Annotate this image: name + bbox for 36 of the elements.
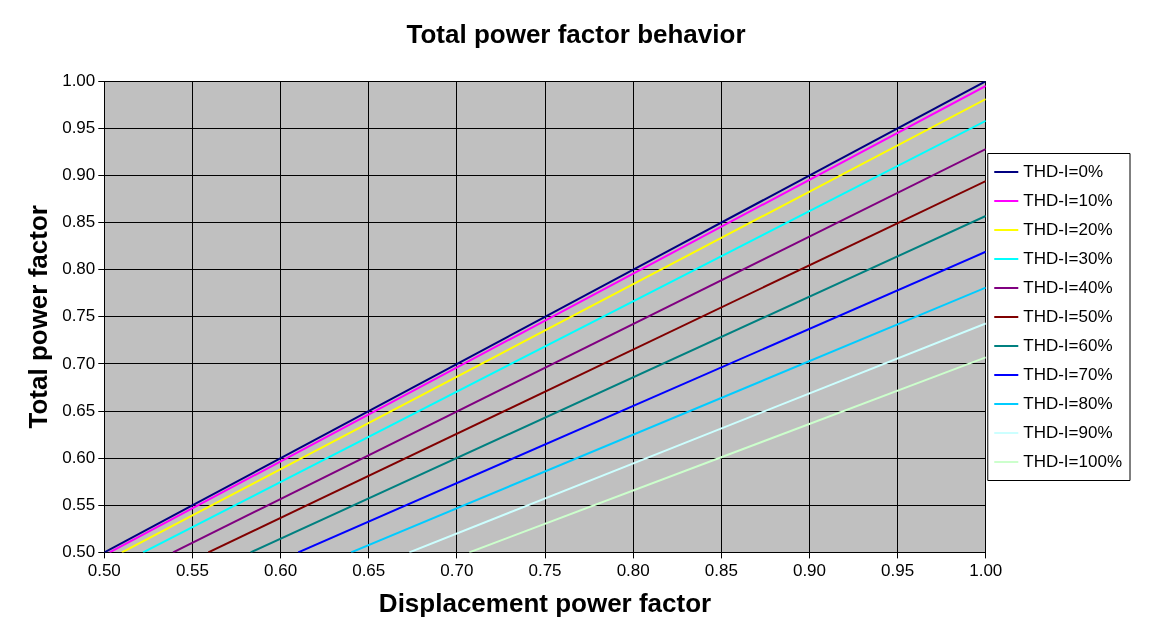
x-tick-label: 0.50 (87, 561, 121, 581)
y-tick-label: 0.90 (62, 165, 96, 185)
y-tick-label: 0.75 (62, 306, 96, 326)
y-tick-label: 0.95 (62, 118, 96, 138)
x-tick-label: 0.85 (704, 561, 738, 581)
y-tick-label: 0.65 (62, 400, 96, 420)
legend-label: THD-I=10% (1023, 190, 1113, 210)
legend-label: THD-I=50% (1023, 306, 1113, 326)
legend-label: THD-I=30% (1023, 248, 1113, 268)
y-tick-label: 1.00 (62, 70, 96, 90)
x-tick-label: 1.00 (969, 561, 1003, 581)
legend-label: THD-I=80% (1023, 393, 1113, 413)
x-tick-label: 0.60 (264, 561, 298, 581)
y-tick-label: 0.70 (62, 353, 96, 373)
x-tick-label: 0.75 (528, 561, 562, 581)
x-tick-label: 0.95 (881, 561, 915, 581)
legend-label: THD-I=0% (1023, 161, 1104, 181)
x-tick-label: 0.55 (175, 561, 209, 581)
x-tick-label: 0.65 (352, 561, 386, 581)
x-tick-label: 0.80 (616, 561, 650, 581)
legend-label: THD-I=90% (1023, 422, 1113, 442)
legend-label: THD-I=40% (1023, 277, 1113, 297)
y-tick-label: 0.60 (62, 447, 96, 467)
chart-title: Total power factor behavior (406, 18, 746, 49)
y-tick-label: 0.80 (62, 259, 96, 279)
y-tick-label: 0.55 (62, 494, 96, 514)
x-tick-label: 0.70 (440, 561, 474, 581)
legend-label: THD-I=20% (1023, 219, 1113, 239)
x-tick-label: 0.90 (792, 561, 827, 581)
legend-label: THD-I=100% (1023, 451, 1122, 471)
x-axis-title: Displacement power factor (378, 587, 712, 618)
legend-label: THD-I=70% (1023, 364, 1113, 384)
y-tick-label: 0.85 (62, 212, 96, 232)
y-axis-title: Total power factor (22, 205, 53, 429)
y-tick-label: 0.50 (62, 542, 96, 562)
legend-label: THD-I=60% (1023, 335, 1113, 355)
